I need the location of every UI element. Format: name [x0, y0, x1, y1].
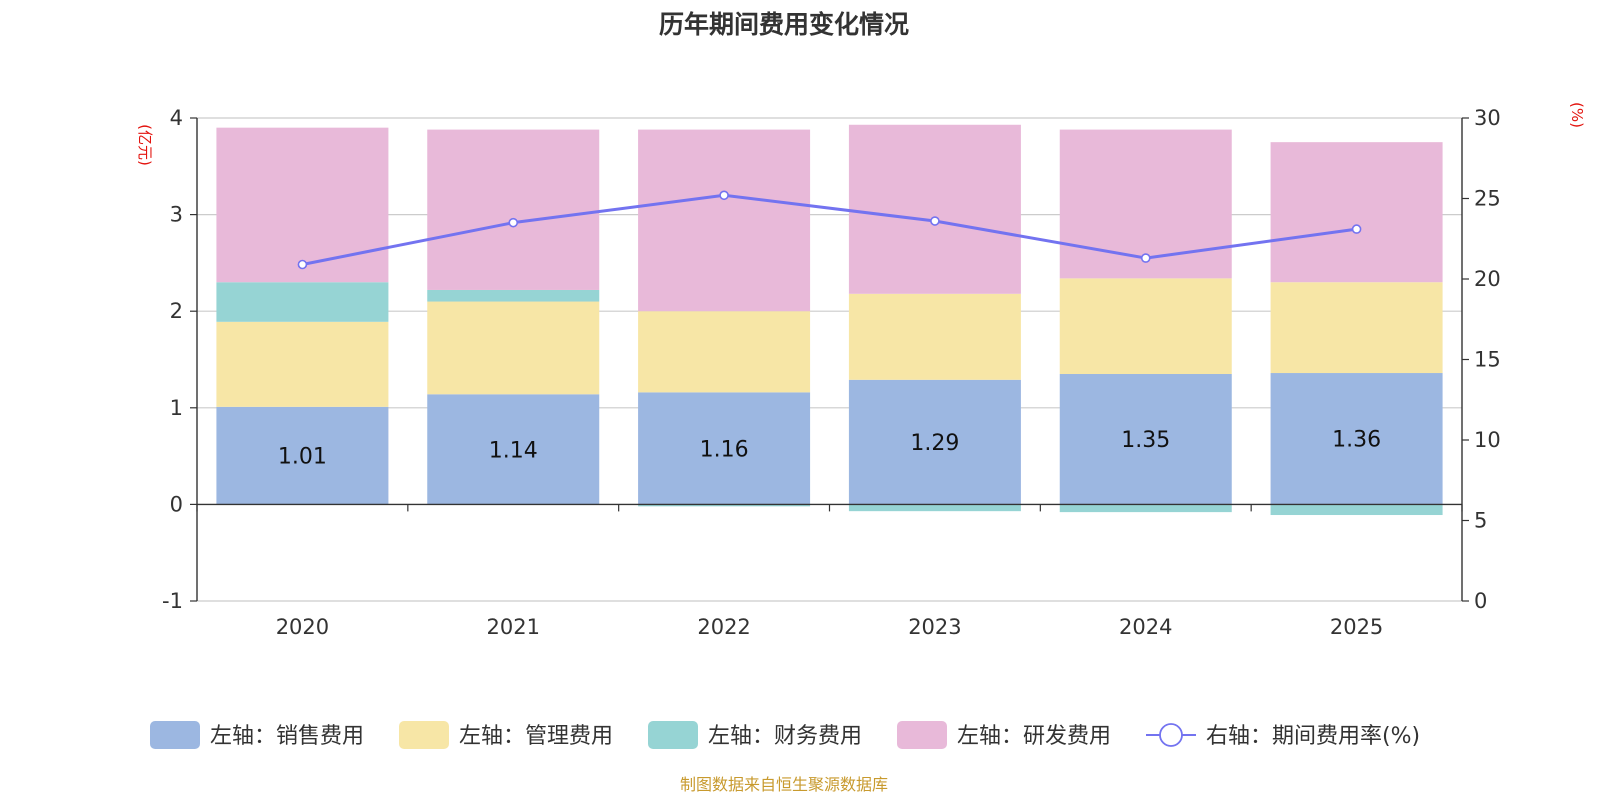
rate-point-2022 [719, 190, 729, 201]
right-tick-label: 10 [1474, 428, 1501, 452]
chart-title: 历年期间费用变化情况 [659, 10, 909, 39]
bar-sales-2023 [848, 379, 1021, 505]
bar-sales-2024 [1059, 373, 1232, 505]
right-axis-unit: (%) [1568, 102, 1586, 128]
x-tick-label: 2023 [908, 615, 961, 639]
bar-finance-2024 [1059, 504, 1232, 513]
left-axis-unit: (亿元) [136, 124, 154, 166]
right-tick-label: 0 [1474, 589, 1487, 613]
bar-admin-2023 [848, 293, 1021, 380]
rate-point-2025 [1351, 224, 1362, 234]
bar-finance-2025 [1270, 504, 1443, 516]
bar-rnd-2020 [216, 127, 389, 283]
left-tick-label: 1 [170, 396, 183, 420]
legend-label-sales: 左轴：销售费用 [210, 724, 364, 749]
legend-swatch-admin [399, 721, 449, 749]
rate-point-2020 [297, 259, 308, 270]
x-tick-label: 2020 [276, 615, 329, 639]
rate-point-2023 [930, 216, 940, 226]
left-tick-label: 2 [170, 299, 183, 323]
bar-finance-2022 [638, 504, 811, 507]
bar-admin-2025 [1270, 282, 1443, 374]
data-label-2022: 1.16 [700, 437, 749, 462]
data-label-2025: 1.36 [1332, 428, 1381, 453]
data-label-2023: 1.29 [910, 431, 959, 456]
data-label-2020: 1.01 [278, 445, 327, 470]
rate-point-2024 [1140, 253, 1151, 263]
legend-swatch-rate-marker [1159, 723, 1183, 747]
rate-line [297, 190, 1362, 270]
right-tick-label: 30 [1474, 106, 1501, 130]
bar-finance-2021 [427, 289, 600, 302]
rate-point-2021 [508, 217, 519, 228]
left-tick-label: 3 [170, 203, 183, 227]
left-tick-label: 0 [170, 492, 183, 516]
bar-finance-2023 [848, 504, 1021, 512]
legend-swatch-sales [150, 721, 200, 749]
x-tick-label: 2022 [697, 615, 750, 639]
right-tick-label: 20 [1474, 267, 1501, 291]
bar-sales-2021 [427, 394, 600, 505]
rate-series-line [302, 193, 1357, 266]
right-tick-label: 5 [1474, 509, 1487, 533]
left-tick-label: 4 [170, 106, 183, 130]
bar-admin-2021 [427, 301, 600, 395]
bar-marks [216, 124, 1443, 516]
data-labels: 1.01 1.14 1.16 1.29 1.35 1.36 [278, 428, 1381, 470]
bar-sales-2020 [216, 406, 389, 505]
left-tick-label: -1 [162, 589, 183, 613]
bar-finance-2020 [216, 282, 389, 322]
source-note: 制图数据来自恒生聚源数据库 [680, 775, 888, 794]
bar-admin-2022 [638, 311, 811, 393]
legend-swatch-rnd [897, 721, 947, 749]
legend-label-admin: 左轴：管理费用 [459, 724, 613, 749]
legend-label-rnd: 左轴：研发费用 [957, 724, 1111, 749]
legend-label-finance: 左轴：财务费用 [708, 724, 862, 749]
right-tick-label: 25 [1474, 187, 1501, 211]
bar-rnd-2022 [638, 129, 811, 312]
legend-swatch-finance [648, 721, 698, 749]
bar-sales-2025 [1270, 373, 1443, 505]
bar-admin-2020 [216, 321, 389, 407]
x-tick-label: 2025 [1330, 615, 1383, 639]
legend-label-rate: 右轴：期间费用率(%) [1206, 724, 1420, 749]
bar-rnd-2025 [1270, 142, 1443, 283]
bar-sales-2022 [638, 392, 811, 505]
grid-lines [197, 117, 1462, 602]
x-tick-label: 2024 [1119, 615, 1172, 639]
x-tick-label: 2021 [487, 615, 540, 639]
bar-rnd-2023 [848, 124, 1021, 294]
bar-rnd-2021 [427, 129, 600, 290]
legend: 左轴：销售费用 左轴：管理费用 左轴：财务费用 左轴：研发费用 右轴：期间费用率(%) [150, 721, 1420, 749]
right-tick-label: 15 [1474, 348, 1501, 372]
data-label-2024: 1.35 [1121, 428, 1170, 453]
data-label-2021: 1.14 [489, 438, 538, 463]
bar-admin-2024 [1059, 278, 1232, 374]
